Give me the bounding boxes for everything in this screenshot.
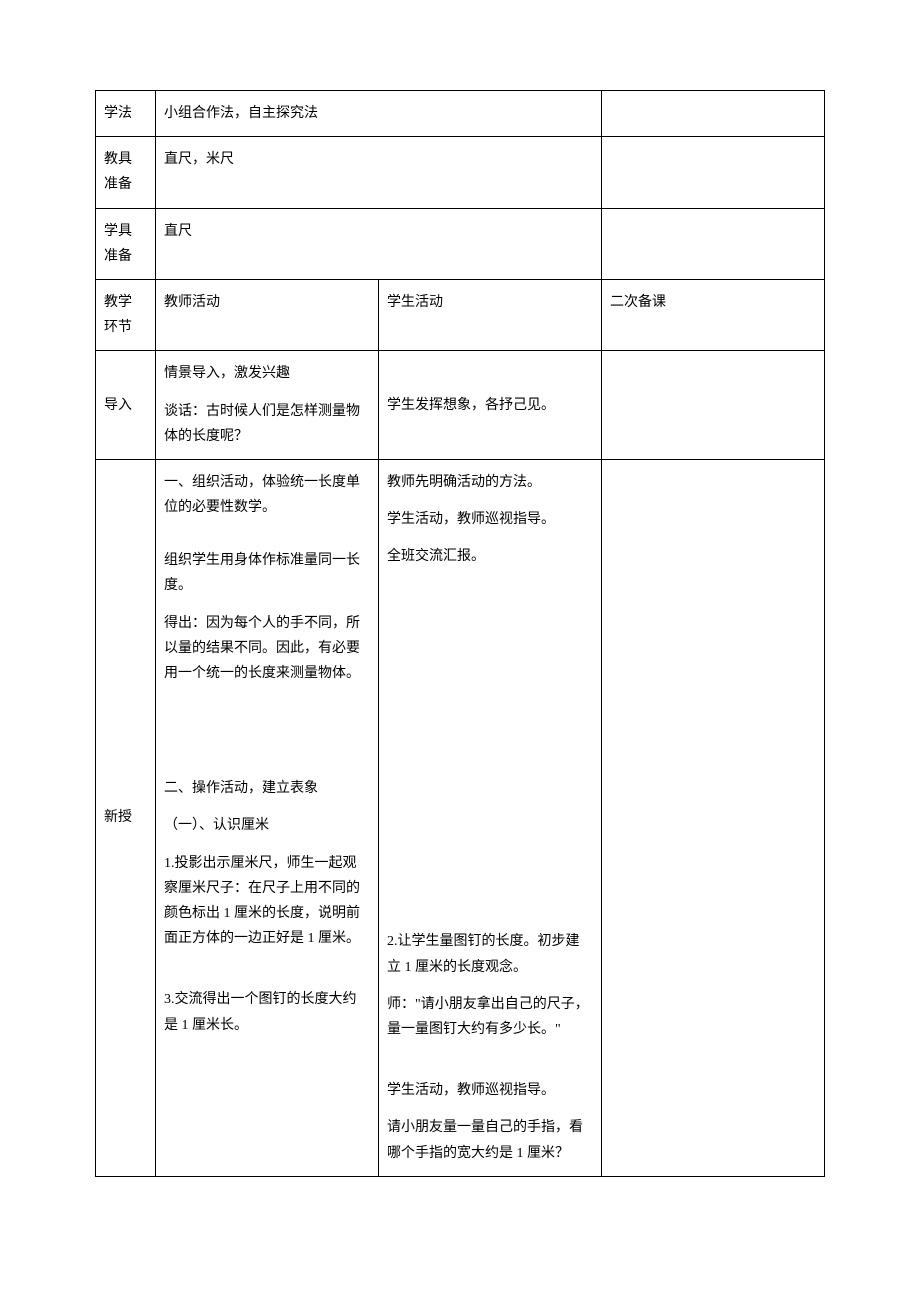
xinshou-student-p7: 请小朋友量一量自己的手指，看哪个手指的宽大约是 1 厘米？ (387, 1115, 593, 1165)
label-daoru: 导入 (96, 351, 156, 460)
header-student: 学生活动 (379, 279, 602, 350)
header-teacher: 教师活动 (156, 279, 379, 350)
row-xinshou: 新授 一、组织活动，体验统一长度单位的必要性数学。 组织学生用身体作标准量同一长… (96, 459, 825, 1176)
row-xuefa: 学法 小组合作法，自主探究法 (96, 91, 825, 137)
content-xuefa: 小组合作法，自主探究法 (156, 91, 602, 137)
xinshou-teacher-p7: 3.交流得出一个图钉的长度大约是 1 厘米长。 (164, 987, 370, 1037)
daoru-student: 学生发挥想象，各抒己见。 (379, 351, 602, 460)
xinshou-student-p1: 教师先明确活动的方法。 (387, 470, 593, 495)
xinshou-teacher-p4: 二、操作活动，建立表象 (164, 776, 370, 801)
row-jiaoju: 教具 准备 直尺，米尺 (96, 137, 825, 208)
xinshou-student: 教师先明确活动的方法。 学生活动，教师巡视指导。 全班交流汇报。 2.让学生量图… (379, 459, 602, 1176)
label-huanjie: 教学 环节 (96, 279, 156, 350)
xinshou-teacher-p2: 组织学生用身体作标准量同一长度。 (164, 548, 370, 598)
daoru-teacher-p1: 情景导入，激发兴趣 (164, 361, 370, 386)
daoru-teacher: 情景导入，激发兴趣 谈话：古时候人们是怎样测量物体的长度呢？ (156, 351, 379, 460)
row-headers: 教学 环节 教师活动 学生活动 二次备课 (96, 279, 825, 350)
notes-xueju (602, 208, 825, 279)
xinshou-student-p4: 2.让学生量图钉的长度。初步建立 1 厘米的长度观念。 (387, 929, 593, 979)
label-xueju: 学具 准备 (96, 208, 156, 279)
content-xueju: 直尺 (156, 208, 602, 279)
xinshou-teacher-p1: 一、组织活动，体验统一长度单位的必要性数学。 (164, 470, 370, 520)
header-notes: 二次备课 (602, 279, 825, 350)
lesson-plan-table: 学法 小组合作法，自主探究法 教具 准备 直尺，米尺 学具 准备 直尺 教学 环… (95, 90, 825, 1177)
notes-jiaoju (602, 137, 825, 208)
xinshou-teacher-p6: 1.投影出示厘米尺，师生一起观察厘米尺子：在尺子上用不同的颜色标出 1 厘米的长… (164, 851, 370, 952)
xinshou-student-p6: 学生活动，教师巡视指导。 (387, 1078, 593, 1103)
xinshou-student-p2: 学生活动，教师巡视指导。 (387, 507, 593, 532)
xinshou-teacher-p5: （一）、认识厘米 (164, 813, 370, 838)
daoru-notes (602, 351, 825, 460)
xinshou-student-p3: 全班交流汇报。 (387, 544, 593, 569)
xinshou-teacher: 一、组织活动，体验统一长度单位的必要性数学。 组织学生用身体作标准量同一长度。 … (156, 459, 379, 1176)
xinshou-notes (602, 459, 825, 1176)
row-xueju: 学具 准备 直尺 (96, 208, 825, 279)
content-jiaoju: 直尺，米尺 (156, 137, 602, 208)
label-xinshou: 新授 (96, 459, 156, 1176)
label-jiaoju: 教具 准备 (96, 137, 156, 208)
daoru-teacher-p2: 谈话：古时候人们是怎样测量物体的长度呢？ (164, 399, 370, 449)
xinshou-student-p5: 师："请小朋友拿出自己的尺子，量一量图钉大约有多少长。" (387, 992, 593, 1042)
notes-xuefa (602, 91, 825, 137)
xinshou-teacher-p3: 得出：因为每个人的手不同，所以量的结果不同。因此，有必要用一个统一的长度来测量物… (164, 611, 370, 687)
label-xuefa: 学法 (96, 91, 156, 137)
row-daoru: 导入 情景导入，激发兴趣 谈话：古时候人们是怎样测量物体的长度呢？ 学生发挥想象… (96, 351, 825, 460)
